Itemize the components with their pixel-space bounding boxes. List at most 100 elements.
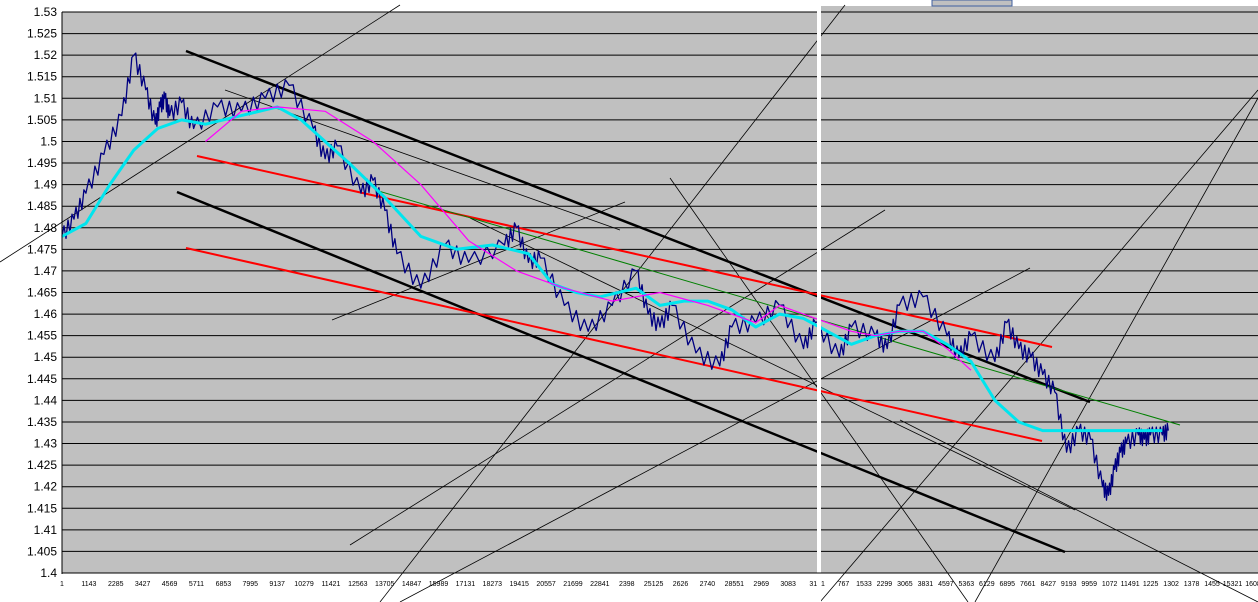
x-tick-label: 19415 [509,581,529,588]
x-tick-label: 2626 [673,581,689,588]
x-tick-label: 4569 [162,581,178,588]
x-axis-ticks: 1 1143 2285 3427 4569 5711 6853 7995 9137 10279 11… [60,581,1258,588]
y-tick-label: 1.42 [34,480,58,494]
y-tick-label: 1.405 [27,544,57,558]
x-tick-label: 1302 [1163,581,1179,588]
x-tick-label: 311 [809,581,820,588]
x-tick-label: 9959 [1081,581,1097,588]
grid-lines [62,11,1258,574]
x-tick-label: 21699 [563,581,583,588]
y-tick-label: 1.43 [34,437,58,451]
x-tick-label: 9137 [269,581,285,588]
y-tick-label: 1.465 [27,286,57,300]
x-tick-label: 11491 [1121,581,1140,588]
x-tick-label: 20557 [536,581,556,588]
x-tick-label: 3083 [780,581,796,588]
fan-line [349,209,886,546]
y-tick-label: 1.44 [34,393,58,407]
x-tick-label: 6853 [216,581,232,588]
x-tick-label: 6129 [979,581,995,588]
series-lines [61,52,1169,501]
y-tick-label: 1.505 [27,113,57,127]
y-tick-label: 1.46 [34,307,58,321]
x-tick-label: 10279 [294,581,314,588]
series-line-price [61,52,1169,501]
y-tick-label: 1.525 [27,27,57,41]
y-tick-label: 1.495 [27,156,57,170]
x-tick-label: 15989 [429,581,449,588]
fan-line [899,419,1258,602]
y-tick-label: 1.47 [34,264,58,278]
channel-line-black [176,190,1066,554]
x-tick-label: 28551 [725,581,745,588]
x-tick-label: 25125 [644,581,664,588]
y-tick-label: 1.475 [27,242,57,256]
y-tick-label: 1.435 [27,415,57,429]
y-tick-label: 1.415 [27,501,57,515]
x-tick-label: 1608 [1245,581,1258,588]
y-tick-label: 1.41 [34,523,58,537]
x-tick-label: 1533 [856,581,872,588]
x-tick-label: 7661 [1020,581,1036,588]
x-tick-label: 4597 [938,581,954,588]
x-tick-label: 767 [838,581,850,588]
y-tick-label: 1.49 [34,178,58,192]
x-tick-label: 2299 [877,581,893,588]
channel-line-red [185,247,1043,442]
y-tick-label: 1.485 [27,199,57,213]
panel-separator [817,6,821,602]
x-tick-label: 3065 [897,581,913,588]
x-tick-label: 1378 [1184,581,1200,588]
fan-line [0,4,401,263]
fan-lines [0,4,1258,602]
x-tick-label: 1143 [81,581,96,588]
x-tick-label: 5363 [959,581,975,588]
channel-lines [176,49,1181,554]
x-tick-label: 22841 [590,581,610,588]
y-tick-label: 1.445 [27,372,57,386]
x-tick-label: 1 [60,581,64,588]
y-tick-label: 1.5 [40,134,57,148]
x-tick-label: 5711 [189,581,204,588]
x-tick-label: 17131 [456,581,476,588]
y-tick-label: 1.48 [34,221,58,235]
x-tick-label: 2398 [619,581,635,588]
x-tick-label: 8427 [1040,581,1056,588]
fan-line [399,267,1031,602]
x-tick-label: 1072 [1102,581,1118,588]
x-tick-label: 9193 [1061,581,1077,588]
series-line-ma-slow [205,106,972,371]
y-tick-label: 1.515 [27,70,57,84]
x-tick-label: 11421 [321,581,340,588]
plot-area-right [821,6,1258,573]
legend-stub [931,0,1013,7]
x-tick-label: 1455 [1204,581,1220,588]
y-tick-label: 1.45 [34,350,58,364]
x-tick-label: 6895 [999,581,1015,588]
y-axis-ticks: 1.4 1.405 1.41 1.415 1.42 1.425 1.43 1.435 1.44 1… [27,5,57,580]
fan-line [469,217,1076,511]
fan-line [819,89,1258,602]
x-tick-label: 2740 [700,581,716,588]
series-line-ma-fast [61,105,1163,433]
x-tick-label: 1225 [1143,581,1159,588]
x-tick-label: 3831 [918,581,934,588]
y-tick-label: 1.51 [34,91,58,105]
y-tick-label: 1.455 [27,329,57,343]
x-tick-label: 12563 [348,581,368,588]
fan-line [974,97,1258,602]
x-tick-label: 18273 [483,581,503,588]
y-tick-label: 1.52 [34,48,58,62]
channel-line-red [196,155,1053,348]
x-tick-label: 2285 [108,581,124,588]
y-tick-label: 1.425 [27,458,57,472]
x-tick-label: 1 [821,581,825,588]
y-tick-label: 1.4 [40,566,57,580]
x-tick-label: 15321 [1223,581,1243,588]
x-tick-label: 3427 [135,581,151,588]
x-tick-label: 13705 [375,581,395,588]
y-tick-label: 1.53 [34,5,58,19]
x-tick-label: 7995 [242,581,258,588]
x-tick-label: 2969 [753,581,769,588]
